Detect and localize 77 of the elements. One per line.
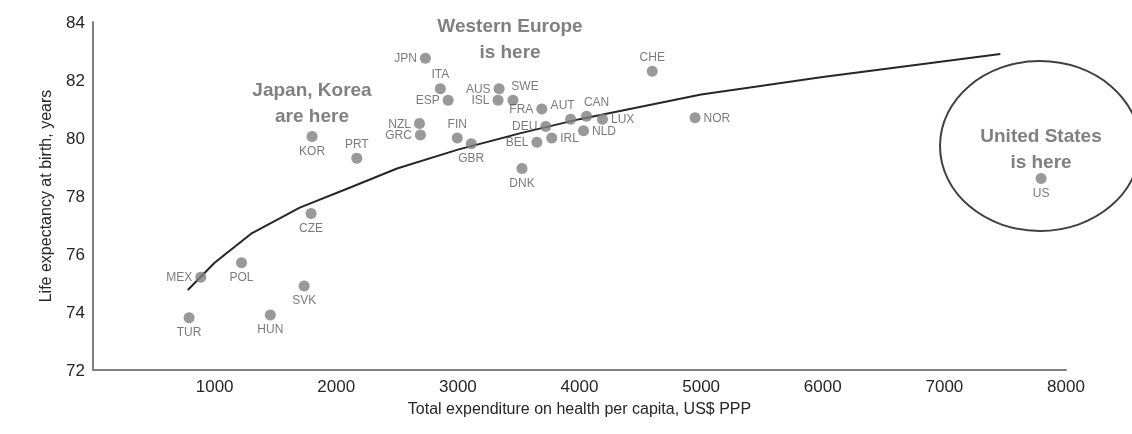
data-label: TUR [176, 325, 202, 340]
point [183, 312, 195, 324]
x-tick-label: 8000 [1047, 377, 1085, 396]
data-label: PRT [344, 136, 370, 151]
point [536, 103, 548, 115]
x-tick-label: 5000 [682, 377, 721, 396]
point [264, 309, 276, 321]
point [493, 83, 505, 95]
point [306, 131, 318, 143]
data-label: POL [229, 270, 254, 285]
point [465, 138, 477, 150]
x-tick-label: 7000 [925, 377, 964, 396]
point [298, 280, 310, 292]
data-label: SWE [511, 78, 539, 93]
point [546, 132, 558, 144]
data-label: MEX [166, 270, 193, 285]
data-label: ESP [415, 93, 440, 108]
point [492, 94, 504, 106]
data-label: GBR [458, 151, 485, 166]
annotation: Japan, Korea are here [252, 78, 373, 126]
data-label: ISL [471, 93, 490, 108]
y-tick-label: 82 [66, 70, 85, 90]
data-label: AUS [465, 81, 491, 96]
data-label: CZE [299, 220, 324, 235]
y-tick-label: 76 [66, 244, 85, 264]
y-tick-label: 84 [66, 12, 85, 32]
data-label: GRC [385, 128, 413, 143]
data-label: DEU [511, 119, 538, 134]
data-label: CHE [639, 49, 665, 64]
data-label: KOR [299, 144, 326, 159]
y-tick-label: 74 [66, 302, 85, 322]
data-label: NZL [388, 116, 412, 131]
point [540, 120, 552, 132]
data-label: DNK [509, 175, 535, 190]
point [578, 125, 590, 137]
data-label: US [1032, 186, 1050, 201]
point [565, 113, 577, 125]
point [413, 118, 425, 129]
data-label: SVK [292, 293, 317, 308]
point [581, 110, 593, 122]
point [351, 152, 363, 164]
point [646, 65, 658, 77]
point [442, 94, 454, 106]
point [516, 162, 528, 174]
point [531, 136, 543, 148]
point [305, 207, 317, 219]
point [414, 129, 426, 141]
data-label: ITA [431, 67, 450, 82]
y-tick-label: 80 [66, 128, 85, 148]
x-tick-label: 3000 [438, 377, 477, 396]
data-label: NOR [703, 110, 731, 125]
data-label: AUT [550, 97, 576, 112]
data-label: IRL [560, 131, 580, 145]
data-label: FRA [509, 102, 534, 116]
annotation: United States is here [980, 124, 1102, 172]
data-label: HUN [257, 322, 284, 337]
point [236, 257, 247, 269]
y-tick-label: 78 [66, 186, 85, 206]
x-tick-label: 4000 [560, 377, 599, 396]
x-axis-title: Total expenditure on health per capita, US$ PPP [407, 399, 752, 417]
data-label: CAN [583, 94, 610, 109]
x-tick-label: 2000 [317, 377, 356, 396]
x-tick-label: 1000 [195, 377, 234, 396]
point [195, 271, 207, 283]
annotation: Western Europe is here [437, 14, 583, 62]
point [434, 83, 446, 95]
data-label: JPN [394, 51, 417, 66]
y-tick-label: 72 [66, 360, 85, 380]
data-label: FIN [447, 116, 467, 131]
y-axis-title: Life expectancy at birth, years [36, 89, 54, 303]
point [419, 52, 431, 64]
point [451, 132, 463, 144]
x-tick-label: 6000 [803, 377, 842, 396]
point [689, 112, 701, 124]
point [1035, 173, 1047, 185]
data-label: BEL [505, 135, 529, 150]
point [597, 113, 608, 125]
